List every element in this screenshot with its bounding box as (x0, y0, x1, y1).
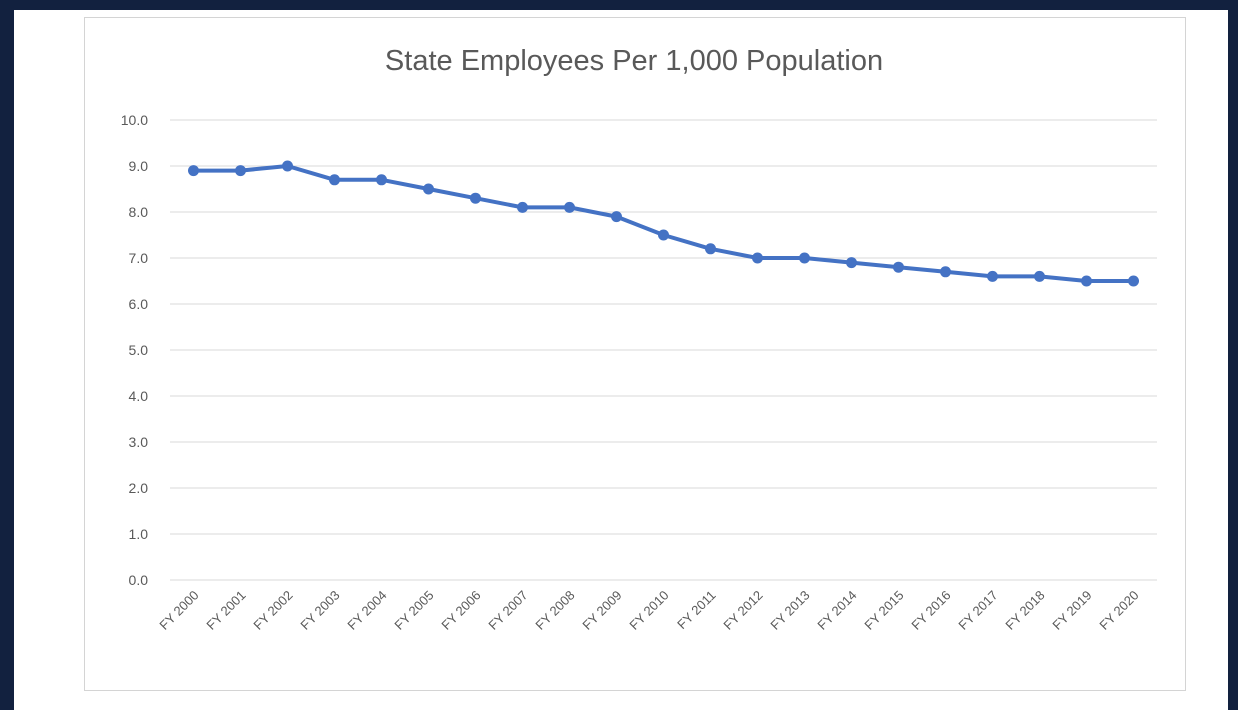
data-point (423, 183, 434, 195)
y-tick-label: 8.0 (129, 204, 149, 220)
x-tick-label: FY 2007 (485, 588, 530, 633)
data-point (282, 160, 293, 172)
chart-title: State Employees Per 1,000 Population (385, 45, 883, 77)
x-tick-label: FY 2003 (297, 588, 342, 633)
data-point (611, 211, 622, 223)
x-tick-label: FY 2019 (1049, 588, 1094, 633)
x-tick-label: FY 2018 (1002, 588, 1047, 633)
data-point (564, 201, 575, 213)
x-tick-label: FY 2020 (1096, 588, 1141, 633)
x-tick-label: FY 2012 (720, 588, 765, 633)
x-tick-label: FY 2016 (908, 588, 953, 633)
data-point (752, 252, 763, 264)
x-tick-label: FY 2005 (391, 588, 436, 633)
data-point (1034, 270, 1045, 282)
data-point (1128, 275, 1139, 287)
x-tick-label: FY 2010 (626, 588, 671, 633)
data-point (705, 243, 716, 255)
x-tick-label: FY 2013 (767, 588, 812, 633)
data-point (1081, 275, 1092, 287)
x-tick-label: FY 2009 (579, 588, 624, 633)
y-tick-label: 6.0 (129, 296, 149, 312)
data-point (235, 165, 246, 177)
x-tick-label: FY 2015 (861, 588, 906, 633)
chart-frame (84, 17, 1186, 691)
data-point (940, 266, 951, 278)
y-tick-label: 10.0 (121, 112, 148, 128)
x-tick-label: FY 2002 (250, 588, 295, 633)
x-tick-label: FY 2001 (203, 588, 248, 633)
y-tick-label: 9.0 (129, 158, 149, 174)
x-tick-label: FY 2014 (814, 588, 859, 633)
series-layer (188, 160, 1139, 287)
x-axis-ticks: FY 2000 FY 2001 FY 2002 FY 2003 FY 2004 FY 20… (156, 588, 1141, 633)
data-point (376, 174, 387, 186)
y-tick-label: 7.0 (129, 250, 149, 266)
y-tick-label: 4.0 (129, 388, 149, 404)
data-point (987, 270, 998, 282)
x-tick-label: FY 2017 (955, 588, 1000, 633)
y-tick-label: 2.0 (129, 480, 149, 496)
data-point (658, 229, 669, 241)
y-tick-label: 3.0 (129, 434, 149, 450)
data-point (893, 261, 904, 273)
data-point (799, 252, 810, 264)
x-tick-label: FY 2000 (156, 588, 201, 633)
x-tick-label: FY 2004 (344, 588, 389, 633)
x-tick-label: FY 2008 (532, 588, 577, 633)
data-point (470, 192, 481, 204)
x-tick-label: FY 2006 (438, 588, 483, 633)
data-point (188, 165, 199, 177)
data-point (517, 201, 528, 213)
y-tick-label: 5.0 (129, 342, 149, 358)
y-tick-label: 0.0 (129, 572, 149, 588)
y-tick-label: 1.0 (129, 526, 149, 542)
x-tick-label: FY 2011 (674, 588, 719, 633)
data-point (329, 174, 340, 186)
y-axis-ticks: 0.0 1.0 2.0 3.0 4.0 5.0 6.0 7.0 8.0 9.0 10.0 (121, 112, 148, 588)
gridlines (170, 119, 1157, 581)
data-point (846, 257, 857, 269)
